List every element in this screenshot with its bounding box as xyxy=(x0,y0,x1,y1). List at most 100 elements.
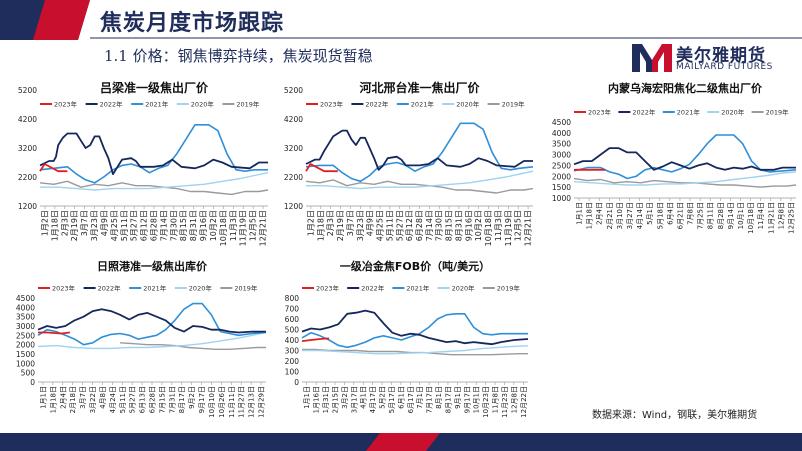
y-tick-label: 5200 xyxy=(284,86,303,95)
chart-title: 河北邢台准一焦出厂价 xyxy=(358,80,480,95)
x-tick-label: 6月12日 xyxy=(140,210,149,241)
x-tick-label: 1月2日 xyxy=(306,210,315,236)
y-tick-label: 4500 xyxy=(16,294,35,303)
y-tick-label: 3500 xyxy=(16,313,35,322)
legend-label: 2022年 xyxy=(98,284,122,293)
x-tick-label: 1月16日 xyxy=(313,386,321,413)
series-line-2020 xyxy=(37,331,267,350)
y-tick-label: 100 xyxy=(285,368,300,377)
x-tick-label: 6月12日 xyxy=(405,210,414,241)
x-tick-label: 11月8日 xyxy=(492,386,500,413)
x-tick-label: 10月18日 xyxy=(219,210,228,246)
series-line-2021 xyxy=(573,134,797,180)
x-tick-label: 11月21日 xyxy=(767,202,775,234)
page-subtitle: 1.1 价格：钢焦博弈持续，焦炭现货暂稳 xyxy=(104,47,373,65)
y-tick-label: 4500 xyxy=(552,118,571,127)
x-tick-label: 7月25日 xyxy=(697,202,705,229)
legend-label: 2023年 xyxy=(320,100,344,109)
legend-label: 2023年 xyxy=(588,108,612,117)
y-tick-label: 3200 xyxy=(18,144,37,153)
x-tick-label: 8月15日 xyxy=(179,210,188,241)
y-tick-label: 1500 xyxy=(552,183,571,192)
x-tick-label: 5月17日 xyxy=(388,386,396,413)
x-tick-label: 1月1日 xyxy=(303,386,311,409)
x-tick-label: 4月14日 xyxy=(636,202,644,229)
series-line-2021 xyxy=(37,302,267,346)
legend-label: 2019年 xyxy=(502,100,526,109)
y-tick-label: 0 xyxy=(30,378,35,387)
legend-label: 2021年 xyxy=(677,108,701,117)
x-tick-label: 5月1日 xyxy=(646,202,654,225)
y-tick-label: 2000 xyxy=(16,341,35,350)
x-tick-label: 9月1日 xyxy=(454,386,462,409)
series-line-2019 xyxy=(39,180,269,196)
x-tick-label: 4月25日 xyxy=(376,210,385,241)
x-tick-label: 8月31日 xyxy=(454,210,463,241)
x-tick-label: 10月1日 xyxy=(473,386,481,413)
footer-band xyxy=(0,433,802,451)
y-tick-label: 1200 xyxy=(18,202,37,211)
x-tick-label: 3月23日 xyxy=(90,210,99,241)
x-tick-label: 1月2日 xyxy=(40,210,49,236)
series-line-2021 xyxy=(301,313,528,349)
x-tick-label: 4月9日 xyxy=(100,210,109,236)
y-tick-label: 2200 xyxy=(18,173,37,182)
x-tick-label: 2月19日 xyxy=(70,210,79,241)
y-tick-label: 3500 xyxy=(552,140,571,149)
chart-title: 内蒙乌海宏阳焦化二级焦出厂价 xyxy=(608,81,763,95)
x-tick-label: 9月16日 xyxy=(464,210,473,241)
x-tick-label: 4月17日 xyxy=(369,386,377,413)
y-tick-label: 1000 xyxy=(16,359,35,368)
x-tick-label: 9月17日 xyxy=(463,386,471,413)
series-line-2019 xyxy=(120,342,266,350)
x-tick-label: 5月11日 xyxy=(385,210,394,241)
x-tick-label: 2月21日 xyxy=(606,202,614,229)
legend-label: 2020年 xyxy=(456,100,480,109)
legend-label: 2022年 xyxy=(365,100,389,109)
x-tick-label: 2月19日 xyxy=(336,210,345,241)
x-tick-label: 11月19日 xyxy=(504,210,513,246)
x-tick-label: 6月28日 xyxy=(415,210,424,241)
x-tick-label: 3月7日 xyxy=(79,386,87,409)
x-tick-label: 11月19日 xyxy=(239,210,248,246)
x-tick-label: 8月31日 xyxy=(189,210,198,241)
x-tick-label: 11月3日 xyxy=(494,210,503,241)
x-tick-label: 8月17日 xyxy=(178,386,186,413)
x-tick-label: 3月22日 xyxy=(89,386,97,413)
series-line-2020 xyxy=(573,171,797,186)
y-tick-label: 3200 xyxy=(284,144,303,153)
series-line-2020 xyxy=(302,345,529,355)
x-tick-label: 8月28日 xyxy=(717,202,725,229)
company-logo: 美尔雅期货 MAILYARD FUTURES xyxy=(630,40,800,74)
y-tick-label: 3000 xyxy=(16,322,35,331)
x-tick-label: 4月8日 xyxy=(99,386,107,409)
x-tick-label: 5月11日 xyxy=(119,386,127,413)
legend-label: 2021年 xyxy=(143,284,167,293)
series-line-2022 xyxy=(39,132,268,175)
legend-label: 2022年 xyxy=(361,284,385,293)
x-tick-label: 12月21日 xyxy=(524,210,533,246)
chart-xingtai-coke-price: 河北邢台准一焦出厂价 2023年 2022年 2021年 2020年 2019年 1200 2… xyxy=(284,80,534,246)
logo-mark-icon xyxy=(632,44,672,72)
y-tick-label: 2000 xyxy=(552,172,571,181)
x-tick-label: 7月17日 xyxy=(426,386,434,413)
x-tick-label: 8月11日 xyxy=(707,202,715,229)
x-tick-label: 3月2日 xyxy=(341,386,349,409)
x-tick-label: 3月10日 xyxy=(616,202,624,229)
x-tick-label: 10月18日 xyxy=(747,202,755,234)
chart-lvliang-coke-price: 吕梁准一级焦出厂价 2023年 2022年 2021年 2020年 2019年 1200 22… xyxy=(18,80,269,246)
x-tick-label: 5月27日 xyxy=(129,386,137,413)
x-tick-label: 5月27日 xyxy=(395,210,404,241)
series-line-2023 xyxy=(38,331,70,335)
x-tick-label: 10月2日 xyxy=(209,210,218,241)
x-tick-label: 7月8日 xyxy=(687,202,695,225)
legend-label: 2023年 xyxy=(52,284,76,293)
x-tick-label: 12月29日 xyxy=(258,386,266,418)
x-tick-label: 9月16日 xyxy=(199,210,208,241)
x-tick-label: 6月4日 xyxy=(666,202,674,225)
logo-text-en: MAILYARD FUTURES xyxy=(676,62,773,72)
legend-label: 2020年 xyxy=(452,284,476,293)
x-tick-label: 5月2日 xyxy=(379,386,387,409)
x-tick-label: 1月31日 xyxy=(322,386,330,413)
